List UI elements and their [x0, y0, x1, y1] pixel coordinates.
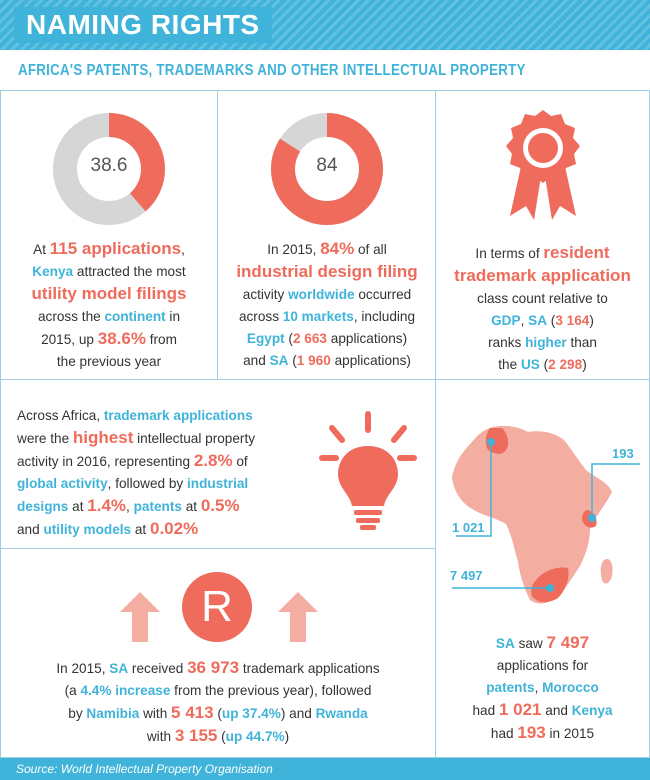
resident-trademark-text: In terms of resident trademark applicati… [454, 243, 631, 372]
map-leader-lines [452, 438, 640, 592]
donut-value-label: 84 [316, 155, 338, 176]
header-banner: NAMING RIGHTS [0, 0, 650, 50]
registered-trademark-icon: R [182, 572, 252, 642]
page-title: NAMING RIGHTS [14, 7, 272, 43]
source-footer: Source: World Intellectual Property Orga… [0, 758, 650, 780]
donut-value-arc [53, 113, 165, 225]
source-text: Source: World Intellectual Property Orga… [16, 762, 273, 776]
africa-trademarks-text: Across Africa, trademark applications we… [17, 408, 256, 538]
map-label-sa: 7 497 [450, 568, 483, 583]
industrial-design-donut-chart [271, 113, 383, 225]
arrow-up-icon [278, 592, 318, 642]
sa-trademarks-text: In 2015, SA received 36 973 trademark ap… [56, 658, 380, 745]
utility-model-donut-chart [53, 113, 165, 225]
registered-symbol: R [201, 582, 233, 631]
award-ribbon-icon [506, 110, 580, 220]
page-subtitle: AFRICA'S PATENTS, TRADEMARKS AND OTHER I… [18, 62, 526, 79]
arrow-up-icon [120, 592, 160, 642]
donut-value-arc [271, 113, 383, 225]
map-label-kenya: 193 [612, 446, 634, 461]
lightbulb-icon [319, 411, 417, 530]
donut-value-label: 38.6 [90, 155, 128, 176]
map-label-morocco: 1 021 [452, 520, 485, 535]
utility-model-text: At 115 applications, Kenya attracted the… [31, 239, 187, 369]
patents-map-text: SA saw 7 497 applications for patents, M… [472, 633, 613, 742]
industrial-design-text: In 2015, 84% of all industrial design fi… [236, 239, 418, 368]
